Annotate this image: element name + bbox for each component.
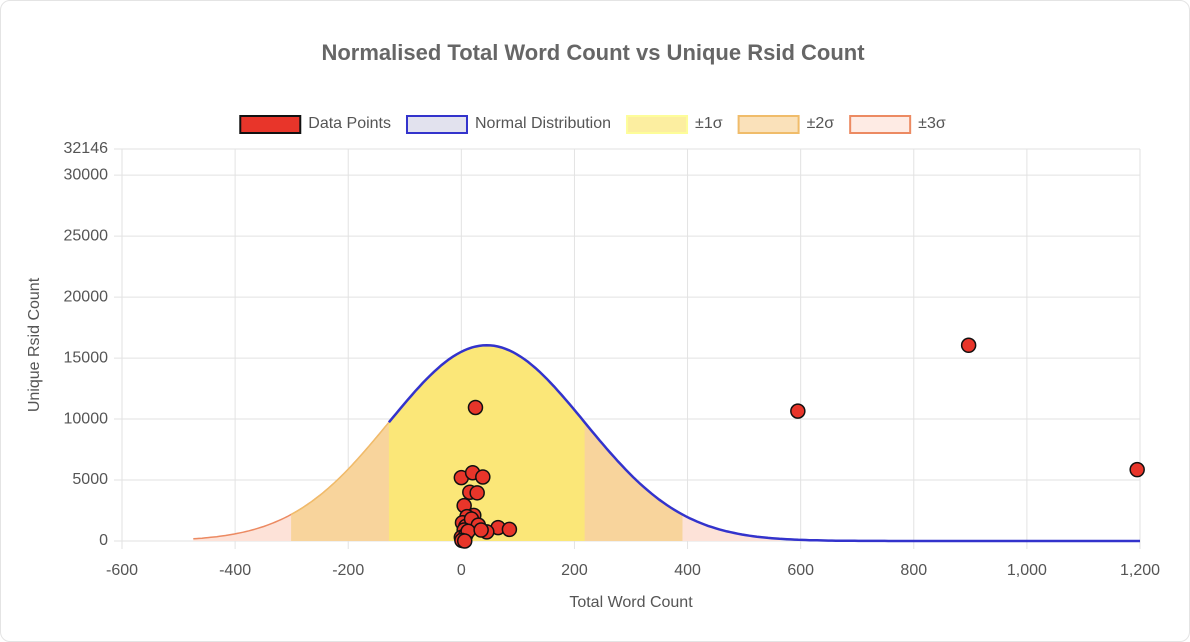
x-tick-label: 1,000 (1007, 562, 1047, 579)
data-point (475, 469, 491, 485)
y-tick-label: 30000 (64, 166, 109, 183)
data-point (790, 403, 806, 419)
x-tick-label: -400 (219, 562, 251, 579)
data-point (473, 522, 489, 538)
data-point (469, 485, 485, 501)
sigma-band (388, 345, 585, 541)
y-tick-label: 5000 (72, 471, 108, 488)
x-tick-label: 800 (900, 562, 927, 579)
legend-swatch (626, 115, 689, 134)
y-tick-label: 10000 (64, 410, 109, 427)
y-tick-label: 0 (99, 532, 108, 549)
y-tick-label: 20000 (64, 288, 109, 305)
x-tick-label: 1,200 (1120, 562, 1160, 579)
chart-title: Normalised Total Word Count vs Unique Rs… (321, 40, 865, 65)
data-point (467, 399, 484, 416)
legend: Data Points Normal Distribution ±1σ ±2σ ±3σ (239, 115, 946, 134)
distribution-curve (387, 344, 1140, 543)
y-tick-label: 15000 (64, 349, 109, 366)
data-point (456, 533, 473, 549)
legend-label: ±1σ (695, 115, 723, 132)
legend-label: ±3σ (918, 115, 946, 132)
data-point (960, 337, 977, 354)
legend-label: Data Points (308, 115, 391, 132)
y-tick-label: 32146 (64, 140, 109, 157)
legend-swatch (849, 115, 912, 134)
data-point (1129, 461, 1145, 478)
legend-swatch (737, 115, 800, 134)
x-tick-label: 400 (674, 562, 701, 579)
legend-swatch (405, 115, 468, 134)
x-tick-label: 0 (457, 562, 466, 579)
x-tick-label: -600 (106, 562, 138, 579)
legend-label: Normal Distribution (475, 115, 611, 132)
x-tick-label: 600 (787, 562, 814, 579)
data-point (501, 521, 518, 538)
legend-swatch (239, 115, 302, 134)
y-axis-label: Unique Rsid Count (26, 277, 43, 412)
legend-label: ±2σ (807, 115, 835, 132)
y-tick-label: 25000 (64, 227, 109, 244)
x-axis-label: Total Word Count (569, 594, 693, 611)
x-tick-label: 200 (561, 562, 588, 579)
x-tick-label: -200 (332, 562, 364, 579)
